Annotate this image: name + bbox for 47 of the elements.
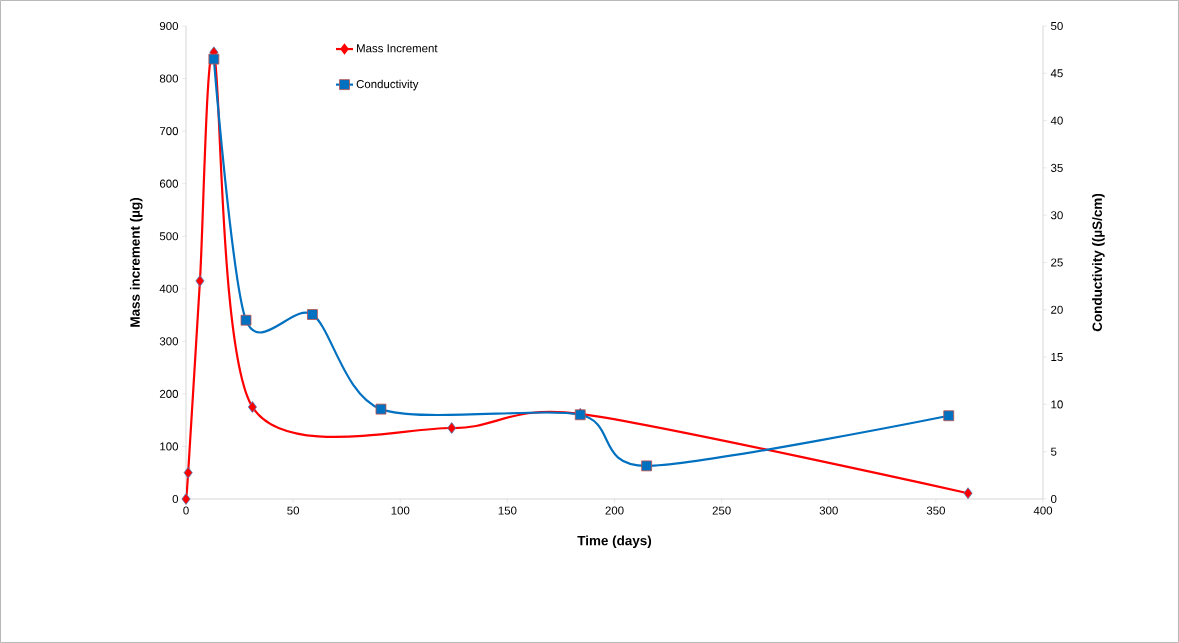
y2-tick-label: 15: [1051, 353, 1063, 362]
point: [181, 493, 191, 505]
y2-tick-label: 45: [1050, 69, 1063, 78]
point: [247, 401, 257, 413]
x-axis-title: Time (days): [577, 535, 652, 548]
y-tick-label: 500: [159, 232, 179, 241]
point: [195, 275, 205, 287]
y-tick-label: 300: [159, 337, 179, 346]
y2-tick-label: 5: [1050, 447, 1057, 456]
point: [240, 314, 252, 326]
y2-tick-label: 40: [1050, 116, 1063, 125]
y2-tick-label: 35: [1050, 163, 1063, 172]
point: [447, 422, 457, 434]
x-tick-label: 100: [391, 506, 410, 515]
y-tick-label: 800: [159, 74, 179, 83]
x-tick-label: 0: [183, 506, 189, 515]
x-tick-label: 250: [712, 506, 731, 515]
point: [963, 487, 973, 500]
y-tick-label: 400: [159, 284, 179, 293]
x-tick-label: 50: [287, 506, 300, 515]
point: [943, 410, 955, 422]
y2-tick-label: 25: [1051, 258, 1063, 267]
x-tick-label: 400: [1033, 506, 1053, 515]
y-tick-label: 900: [159, 21, 179, 31]
y-axis-title: Mass increment (µg): [129, 198, 143, 327]
y2-tick-label: 50: [1050, 21, 1063, 31]
x-tick-label: 150: [498, 506, 517, 515]
legend-label: Conductivity: [356, 79, 419, 91]
point: [307, 309, 318, 320]
x-tick-label: 350: [926, 506, 945, 515]
point: [375, 403, 387, 415]
point: [641, 460, 653, 472]
y-tick-label: 700: [159, 127, 179, 136]
y2-axis-title: Conductivity ((µS/cm): [1092, 193, 1105, 332]
y-tick-label: 100: [160, 442, 179, 451]
y2-tick-label: 20: [1051, 305, 1063, 314]
y-tick-label: 200: [159, 389, 179, 398]
point: [208, 53, 220, 65]
x-tick-label: 200: [605, 506, 624, 515]
y2-tick-label: 30: [1050, 211, 1063, 220]
y2-tick-label: 10: [1051, 400, 1063, 409]
y2-tick-label: 0: [1050, 494, 1057, 504]
point: [183, 466, 193, 479]
y-tick-label: 600: [159, 179, 179, 188]
x-tick-label: 300: [819, 506, 838, 515]
legend-label: Mass Increment: [357, 44, 438, 53]
y-tick-label: 0: [172, 494, 179, 504]
